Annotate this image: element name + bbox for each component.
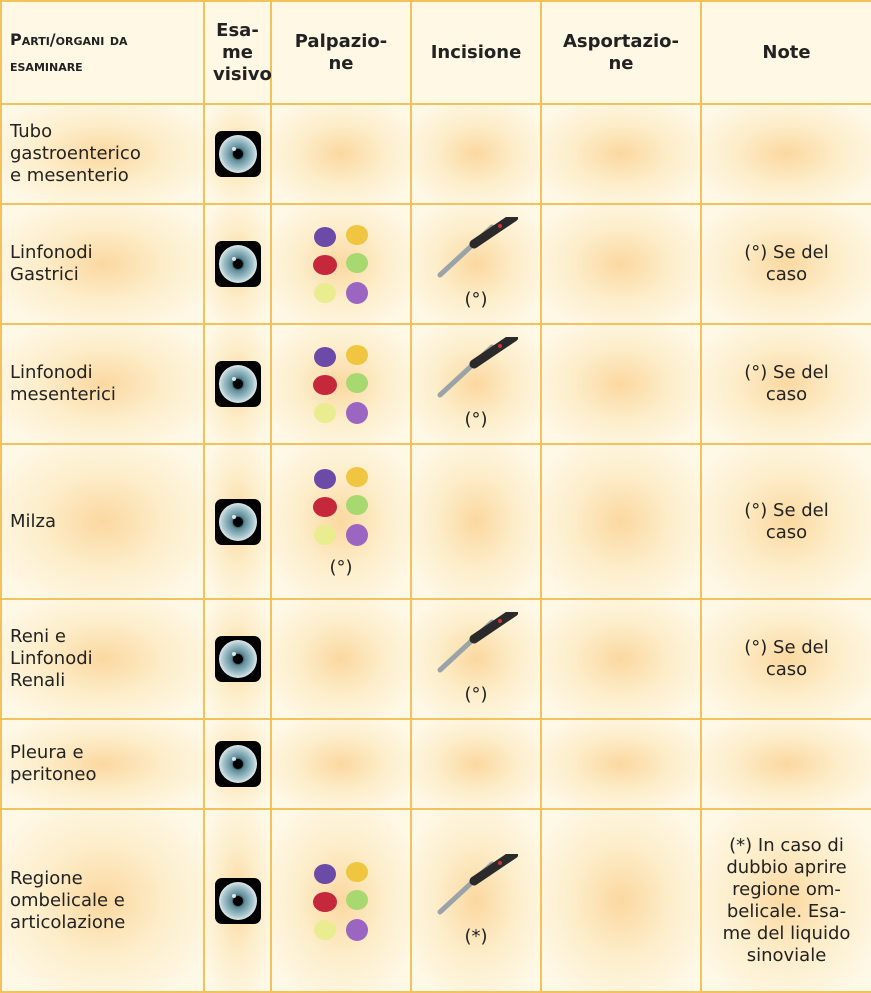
note-cell: (°) Se del caso xyxy=(700,323,871,445)
row: Pleura e peritoneo xyxy=(0,718,871,810)
palpazione-cell xyxy=(270,808,412,993)
row: Milza (°) (°) Se del caso xyxy=(0,443,871,600)
eye-cell xyxy=(203,323,272,445)
part-cell: Linfonodi mesenterici xyxy=(0,323,205,445)
cell-note: (°) xyxy=(329,556,353,578)
note-cell xyxy=(700,103,871,205)
knife-icon xyxy=(434,854,518,916)
cell-note: (°) xyxy=(464,684,488,705)
incisione-cell: (*) xyxy=(410,808,542,993)
note-cell: (°) Se del caso xyxy=(700,598,871,720)
palpazione-cell: (°) xyxy=(270,443,412,600)
palpazione-cell xyxy=(270,598,412,720)
cell-note: (*) xyxy=(464,925,488,947)
part-cell: Reni e Linfonodi Renali xyxy=(0,598,205,720)
part-cell: Linfonodi Gastrici xyxy=(0,203,205,325)
eye-icon xyxy=(214,361,261,407)
row: Regione ombelicale e articolazione (*) (*)… xyxy=(0,808,871,993)
incisione-cell: (°) xyxy=(410,598,542,720)
palpazione-cell xyxy=(270,203,412,325)
incisione-cell xyxy=(410,718,542,810)
eye-icon xyxy=(214,877,261,924)
asportazione-cell xyxy=(540,718,702,810)
cell-note: (°) xyxy=(464,289,488,310)
incisione-cell: (°) xyxy=(410,203,542,325)
palpazione-cell xyxy=(270,103,412,205)
incisione-cell: (°) xyxy=(410,323,542,445)
asportazione-cell xyxy=(540,203,702,325)
incisione-cell xyxy=(410,443,542,600)
header-cell: Palpazio- ne xyxy=(270,0,412,105)
eye-cell xyxy=(203,718,272,810)
row: Reni e Linfonodi Renali (°) (°) Se del cas… xyxy=(0,598,871,720)
eye-cell xyxy=(203,443,272,600)
part-cell: Milza xyxy=(0,443,205,600)
asportazione-cell xyxy=(540,103,702,205)
part-cell: Tubo gastroenterico e mesenterio xyxy=(0,103,205,205)
header-row: Parti/organi da esaminare Esa- me visivo… xyxy=(0,0,871,105)
header-cell: Asportazio- ne xyxy=(540,0,702,105)
header-cell: Note xyxy=(700,0,871,105)
eye-cell xyxy=(203,808,272,993)
eye-icon xyxy=(214,741,261,787)
asportazione-cell xyxy=(540,443,702,600)
incisione-cell xyxy=(410,103,542,205)
knife-icon xyxy=(434,612,518,674)
hands-icon xyxy=(313,861,368,941)
note-cell: (°) Se del caso xyxy=(700,443,871,600)
asportazione-cell xyxy=(540,808,702,993)
eye-icon xyxy=(214,131,261,177)
header-cell: Incisione xyxy=(410,0,542,105)
hands-icon xyxy=(313,345,368,424)
palpazione-cell xyxy=(270,323,412,445)
hands-icon xyxy=(313,466,368,546)
header-cell: Parti/organi da esaminare xyxy=(0,0,205,105)
eye-cell xyxy=(203,598,272,720)
eye-cell xyxy=(203,203,272,325)
knife-icon xyxy=(434,217,518,279)
part-cell: Pleura e peritoneo xyxy=(0,718,205,810)
asportazione-cell xyxy=(540,323,702,445)
eye-icon xyxy=(214,498,261,545)
note-cell: (*) In caso di dubbio aprire regione om-… xyxy=(700,808,871,993)
row: Tubo gastroenterico e mesenterio xyxy=(0,103,871,205)
row: Linfonodi mesenterici (°) (°) Se del caso xyxy=(0,323,871,445)
eye-icon xyxy=(214,241,261,287)
palpazione-cell xyxy=(270,718,412,810)
hands-icon xyxy=(313,225,368,304)
note-cell xyxy=(700,718,871,810)
row: Linfonodi Gastrici (°) (°) Se del caso xyxy=(0,203,871,325)
knife-icon xyxy=(434,337,518,399)
eye-cell xyxy=(203,103,272,205)
cell-note: (°) xyxy=(464,409,488,430)
asportazione-cell xyxy=(540,598,702,720)
header-cell: Esa- me visivo xyxy=(203,0,272,105)
note-cell: (°) Se del caso xyxy=(700,203,871,325)
part-cell: Regione ombelicale e articolazione xyxy=(0,808,205,993)
eye-icon xyxy=(214,636,261,682)
